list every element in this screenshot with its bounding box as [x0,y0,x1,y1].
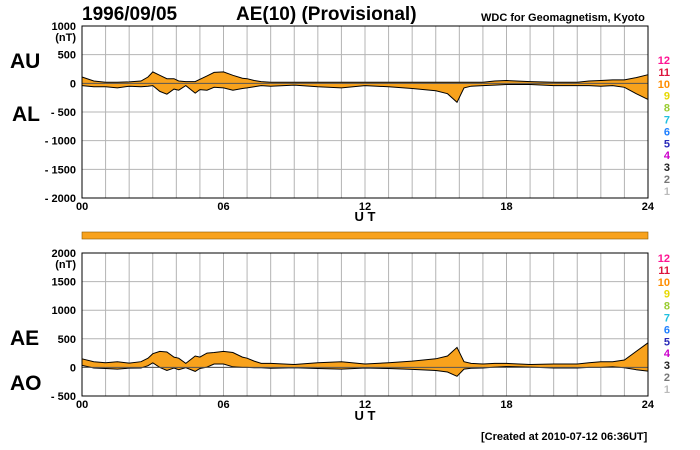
legend-number: 4 [664,150,671,162]
ae-side-label: AE [10,327,40,350]
y-unit-label: (nT) [55,259,76,271]
ao-side-label: AO [10,372,42,395]
source-label: WDC for Geomagnetism, Kyoto [481,12,645,24]
legend-number: 6 [664,126,670,138]
legend-number: 7 [664,313,670,325]
y-tick-label: 0 [70,78,76,90]
ae-ao-panel: 2000 1500 1000 500 0 - 500 (nT) 00 06 12 18 24 U T [51,248,655,423]
legend-number: 3 [664,162,670,174]
x-tick-label: 24 [642,201,655,213]
y-tick-label: - 2000 [45,193,76,205]
separator-bar [81,231,649,240]
legend-number: 7 [664,115,670,127]
al-side-label: AL [12,103,40,126]
y-tick-label: - 1500 [45,164,76,176]
series-line-ae [81,342,649,366]
legend-number: 4 [664,348,671,360]
y-tick-label: 500 [58,50,76,62]
y-tick-label: 1000 [52,21,76,33]
legend-number: 11 [658,67,670,79]
x-axis-label: U T [355,209,376,224]
au-side-label: AU [10,50,41,73]
legend-number: 2 [664,174,670,186]
series-line-au [81,71,649,83]
au-al-panel: 1000 500 0 - 500 - 1000 - 1500 - 2000 (nT) 00 06 1… [45,21,655,224]
y-tick-label: 2000 [52,248,76,260]
legend-number: 12 [658,253,670,265]
legend-number: 8 [664,301,670,313]
y-tick-label: 500 [58,334,76,346]
x-tick-label: 00 [76,201,88,213]
legend-number: 12 [658,55,670,67]
legend-number: 8 [664,103,670,115]
x-tick-label: 18 [500,201,512,213]
legend-number: 10 [658,79,670,91]
plot-frame [81,25,649,199]
x-tick-label: 24 [642,399,655,411]
band-fill-ae-ao [82,342,648,377]
y-tick-label: 0 [70,362,76,374]
y-tick-label: - 500 [51,107,76,119]
legend-number: 9 [664,91,670,103]
y-tick-label: 1000 [52,305,76,317]
date-title: 1996/09/05 [82,4,178,25]
y-tick-label: - 500 [51,391,76,403]
legend-number: 2 [664,372,670,384]
legend-number: 10 [658,277,670,289]
band-fill-au-al [82,71,648,103]
index-title: AE(10) (Provisional) [236,4,417,25]
x-tick-label: 12 [359,201,371,213]
x-axis-label: U T [355,408,376,423]
x-tick-label: 06 [217,201,229,213]
series-line-al [81,84,649,104]
legend-number: 6 [664,324,670,336]
x-tick-label: 00 [76,399,88,411]
legend-number: 5 [664,138,670,150]
x-tick-label: 06 [217,399,229,411]
legend-number: 3 [664,360,670,372]
y-tick-label: 1500 [52,277,76,289]
legend-number: 5 [664,336,670,348]
x-tick-label: 12 [359,399,371,411]
legend-number: 9 [664,289,670,301]
y-unit-label: (nT) [55,32,76,44]
plot-frame [81,252,649,397]
y-tick-label: - 1000 [45,136,76,148]
legend-number: 1 [664,186,670,198]
x-tick-label: 18 [500,399,512,411]
legend-number: 11 [658,265,670,277]
created-timestamp: [Created at 2010-07-12 06:36UT] [481,431,648,443]
legend-number: 1 [664,384,670,396]
